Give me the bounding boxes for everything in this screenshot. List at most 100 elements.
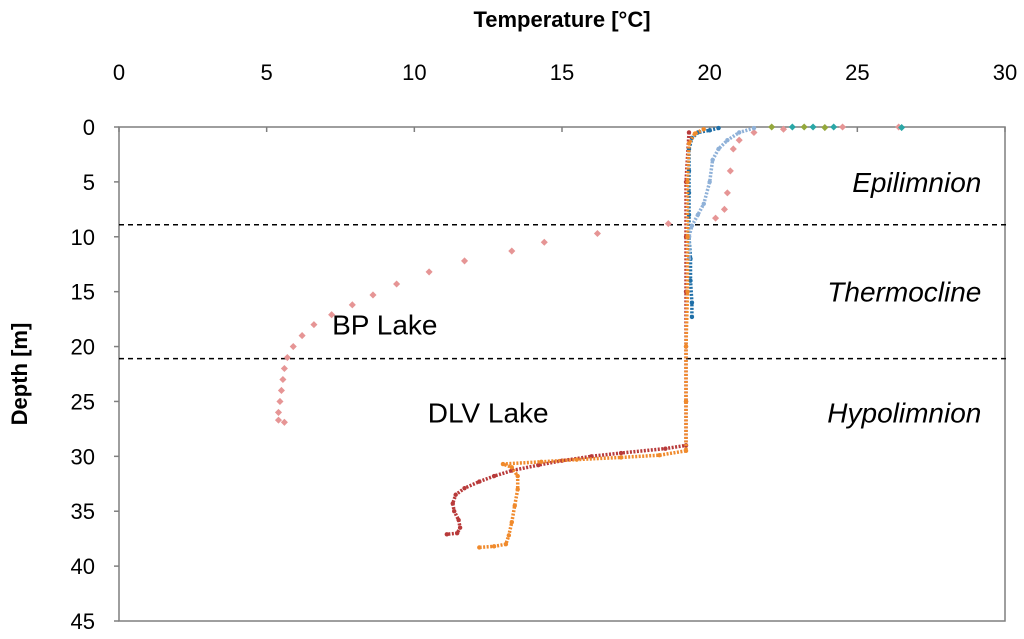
data-point xyxy=(898,124,906,132)
data-point xyxy=(491,544,497,549)
x-tick-label: 0 xyxy=(113,60,125,85)
data-point xyxy=(509,520,514,525)
data-point xyxy=(716,146,721,152)
y-tick-label: 0 xyxy=(83,115,95,140)
data-point xyxy=(737,130,742,135)
data-point xyxy=(729,145,737,153)
x-tick-label: 20 xyxy=(697,60,721,85)
data-point xyxy=(683,399,689,404)
data-point xyxy=(663,446,668,451)
data-point xyxy=(688,278,693,283)
data-point xyxy=(276,397,284,405)
data-point xyxy=(452,509,457,514)
series-line xyxy=(479,127,705,550)
data-point xyxy=(701,126,706,132)
y-axis-title: Depth [m] xyxy=(7,323,32,426)
plot-area xyxy=(118,126,1006,622)
data-point xyxy=(444,532,450,537)
x-tick-label: 15 xyxy=(550,60,574,85)
y-tick-label: 20 xyxy=(71,335,95,360)
data-point xyxy=(701,201,706,207)
data-point xyxy=(393,280,401,288)
annotation-label: Epilimnion xyxy=(852,167,981,198)
series-6 xyxy=(477,126,706,550)
series-line xyxy=(446,132,691,537)
reference-lines xyxy=(119,223,1009,360)
x-tick-label: 30 xyxy=(993,60,1017,85)
data-point xyxy=(683,448,689,454)
series-5 xyxy=(444,130,692,537)
data-point xyxy=(750,128,758,137)
annotation-label: BP Lake xyxy=(332,310,437,341)
data-point xyxy=(328,311,336,319)
y-tick-label: 25 xyxy=(71,389,95,414)
x-tick-label: 25 xyxy=(845,60,869,85)
data-point xyxy=(821,124,829,132)
data-point xyxy=(689,223,695,228)
data-point xyxy=(462,485,467,491)
y-tick-label: 35 xyxy=(71,499,95,524)
data-point xyxy=(536,462,541,468)
x-tick-label: 5 xyxy=(261,60,273,85)
series-3 xyxy=(788,123,906,132)
data-series xyxy=(274,123,906,550)
data-point xyxy=(788,123,796,131)
data-point xyxy=(725,137,730,143)
data-point xyxy=(618,455,624,460)
data-point xyxy=(692,131,698,136)
data-point xyxy=(280,418,288,426)
data-point xyxy=(283,353,291,362)
data-point xyxy=(686,141,692,146)
data-point xyxy=(508,247,516,255)
y-tick-label: 5 xyxy=(83,170,95,195)
data-point xyxy=(839,123,847,131)
data-point xyxy=(540,238,548,246)
data-point xyxy=(477,479,482,484)
data-point xyxy=(515,473,520,479)
data-point xyxy=(509,465,514,470)
data-point xyxy=(707,179,712,185)
data-point xyxy=(657,453,662,458)
data-point xyxy=(723,189,731,197)
data-point xyxy=(689,314,695,320)
data-point xyxy=(274,408,283,416)
data-point xyxy=(664,220,672,228)
data-point xyxy=(539,459,544,465)
data-point xyxy=(768,123,776,131)
data-point xyxy=(369,291,377,299)
data-point xyxy=(800,123,808,131)
data-point xyxy=(574,457,579,462)
data-point xyxy=(454,530,460,536)
data-point xyxy=(689,300,695,305)
data-point xyxy=(456,517,461,523)
annotations: Epilimnion Thermocline Hypolimnion BP Lake D… xyxy=(332,167,981,429)
data-point xyxy=(310,321,318,329)
series-0 xyxy=(274,123,903,426)
series-line xyxy=(687,126,755,259)
data-point xyxy=(618,450,624,456)
data-point xyxy=(593,229,601,238)
data-point xyxy=(830,123,838,131)
data-point xyxy=(491,473,497,479)
series-4 xyxy=(768,123,829,132)
data-point xyxy=(289,343,297,351)
data-point xyxy=(712,214,720,222)
data-point xyxy=(695,212,701,218)
data-point xyxy=(685,179,690,185)
data-point xyxy=(735,136,743,144)
data-point xyxy=(277,386,285,395)
data-point xyxy=(280,364,288,373)
x-tick-label: 10 xyxy=(402,60,426,85)
annotation-label: Thermocline xyxy=(827,277,981,308)
data-point xyxy=(274,416,283,424)
data-point xyxy=(685,289,690,294)
y-tick-label: 15 xyxy=(71,280,95,305)
data-point xyxy=(477,545,482,550)
y-tick-label: 40 xyxy=(71,554,95,579)
y-tick-label: 10 xyxy=(71,225,95,250)
data-point xyxy=(683,344,689,349)
data-point xyxy=(453,492,458,497)
data-point xyxy=(720,205,728,213)
data-point xyxy=(425,268,433,276)
data-point xyxy=(506,533,512,538)
